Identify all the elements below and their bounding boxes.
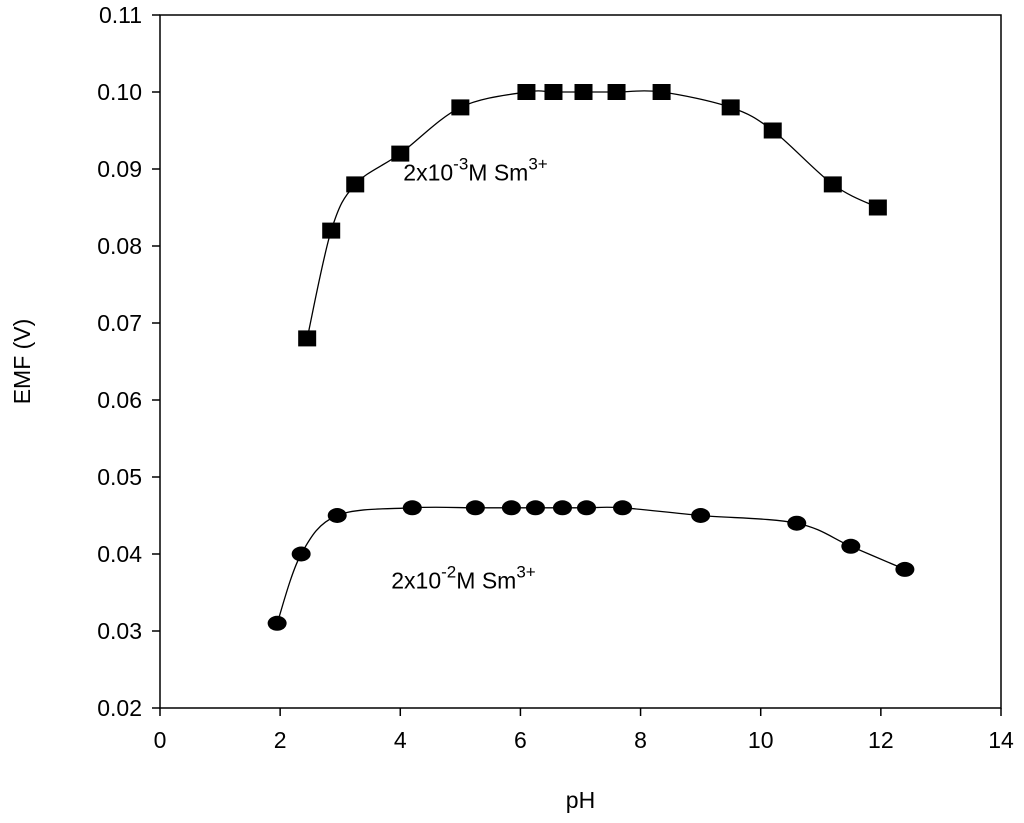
circle-data-point — [525, 500, 545, 516]
circle-data-point — [501, 500, 521, 516]
circle-data-point — [327, 508, 347, 523]
x-tick-label: 14 — [988, 727, 1014, 753]
square-data-point — [823, 176, 842, 193]
square-data-point — [763, 122, 782, 139]
square-data-point — [721, 99, 740, 116]
y-tick-label: 0.04 — [97, 541, 142, 567]
square-data-point — [322, 222, 341, 239]
series-label-part: M Sm — [456, 568, 516, 594]
y-tick-label: 0.10 — [97, 79, 142, 105]
circle-data-point — [291, 546, 311, 562]
circle-data-point — [613, 500, 633, 516]
circle-data-point — [267, 615, 287, 631]
x-tick-label: 8 — [634, 727, 647, 753]
fitted-curve — [306, 90, 879, 339]
y-tick-label: 0.02 — [97, 695, 142, 721]
series-label-part: 3+ — [528, 155, 547, 174]
x-tick-label: 2 — [274, 727, 287, 753]
y-axis-title: EMF (V) — [9, 319, 35, 405]
circle-data-point — [895, 561, 915, 577]
series-label-part: -2 — [441, 563, 456, 582]
series-label-part: -3 — [453, 155, 468, 174]
y-tick-label: 0.08 — [97, 233, 142, 259]
square-data-point — [574, 84, 593, 100]
fitted-curve — [276, 506, 906, 624]
axis-tick-labels: 0 2 4 6 8 10 12 14 0.02 0.03 0.04 0.05 0.06 0.07 0.08 0… — [97, 2, 1014, 753]
square-data-point — [517, 84, 536, 100]
x-tick-label: 12 — [868, 727, 894, 753]
y-tick-label: 0.11 — [99, 2, 142, 28]
x-tick-label: 0 — [154, 727, 167, 753]
x-axis-title: pH — [566, 787, 595, 813]
circle-data-point — [552, 500, 572, 516]
x-tick-label: 4 — [394, 727, 407, 753]
circle-data-point — [691, 508, 711, 523]
series-label: 2x10-2M Sm3+ — [391, 563, 536, 594]
square-data-point — [652, 84, 671, 100]
circle-data-point — [465, 500, 485, 516]
y-tick-label: 0.09 — [97, 156, 142, 182]
y-tick-label: 0.03 — [97, 618, 142, 644]
square-data-point — [391, 145, 410, 162]
series-label-part: 2x10 — [403, 160, 453, 186]
square-data-point — [298, 330, 317, 347]
series-label-part: 2x10 — [391, 568, 441, 594]
x-tick-label: 10 — [748, 727, 774, 753]
series-annotations: 2x10-3M Sm3+2x10-2M Sm3+ — [391, 155, 548, 594]
y-tick-label: 0.06 — [97, 387, 142, 413]
circle-data-point — [577, 500, 597, 516]
square-data-point — [607, 84, 626, 100]
square-data-point — [451, 99, 470, 116]
square-data-point — [346, 176, 365, 193]
axis-ticks — [152, 14, 1002, 716]
circle-data-point — [787, 515, 807, 531]
data-points — [267, 84, 915, 631]
y-tick-label: 0.07 — [97, 310, 142, 336]
circle-data-point — [402, 500, 422, 516]
series-label-part: M Sm — [468, 160, 528, 186]
series-label-part: 3+ — [516, 563, 535, 582]
square-data-point — [868, 199, 887, 216]
series-label: 2x10-3M Sm3+ — [403, 155, 548, 186]
fitted-curves — [276, 90, 906, 624]
square-data-point — [544, 84, 563, 100]
y-tick-label: 0.05 — [97, 464, 142, 490]
x-tick-label: 6 — [514, 727, 527, 753]
plot-frame — [159, 14, 1002, 709]
circle-data-point — [841, 538, 861, 554]
